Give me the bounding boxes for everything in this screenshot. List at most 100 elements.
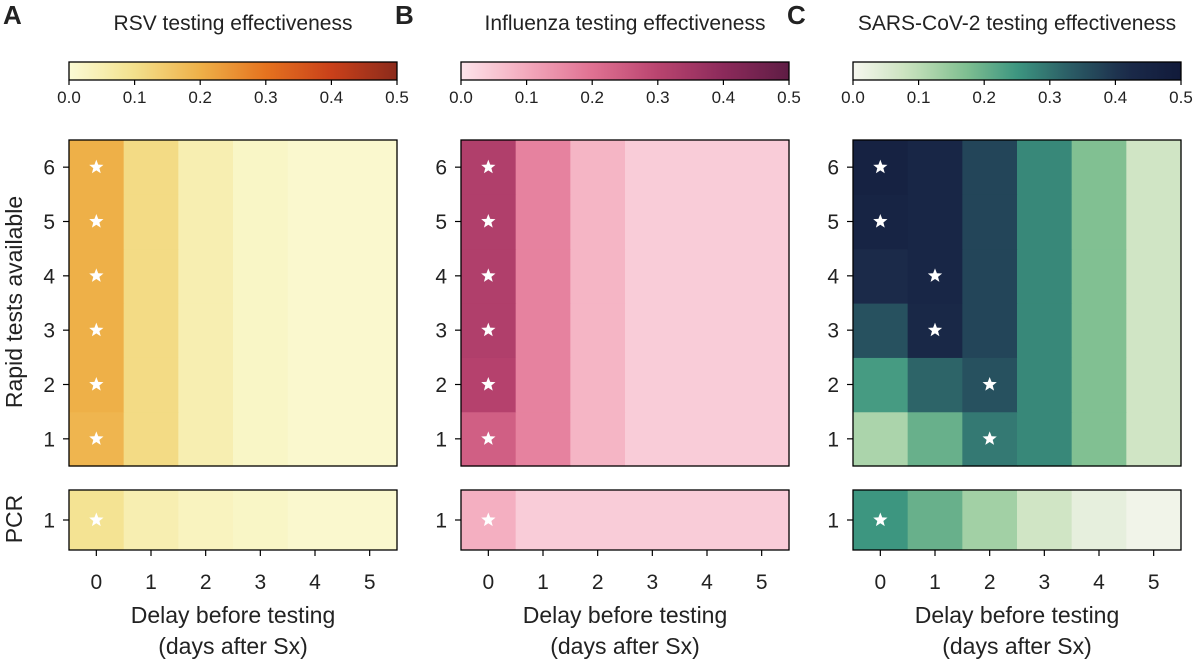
panel-a-pcr-cell xyxy=(123,490,179,550)
panel-a-rapid-y-tick-label: 6 xyxy=(43,157,55,180)
panel-c-pcr-cell xyxy=(1017,490,1073,550)
panel-c-rapid-cell xyxy=(853,303,909,358)
panel-b-pcr-cell xyxy=(734,490,790,550)
panel-b-rapid-star xyxy=(481,159,496,174)
panel-c-x-tick-label: 3 xyxy=(1038,571,1050,594)
panel-b-rapid-cell xyxy=(679,411,735,467)
panel-a-rapid-cell xyxy=(178,303,234,358)
panel-b-rapid-cell xyxy=(734,357,790,413)
panel-a-rapid-cell xyxy=(123,248,179,304)
panel-a-rapid-cell xyxy=(342,303,398,358)
panel-a-x-tick-label: 5 xyxy=(364,571,376,594)
panel-c-rapid-y-tick-label: 5 xyxy=(827,211,839,234)
panel-a-rapid-cell xyxy=(178,248,234,304)
panel-a-rapid-star xyxy=(89,322,104,337)
panel-b-rapid-star xyxy=(481,431,496,445)
panel-b-rapid-y-tick-label: 3 xyxy=(435,320,447,343)
panel-c-x-axis-sublabel: (days after Sx) xyxy=(942,633,1092,659)
panel-b-rapid-cell xyxy=(734,194,790,250)
panel-a-pcr-cell xyxy=(233,490,289,550)
panel-b-title: Influenza testing effectiveness xyxy=(485,12,766,35)
panel-c-x-tick-label: 2 xyxy=(984,571,996,594)
panel-b-rapid-star xyxy=(481,214,496,228)
panel-b-rapid-cell xyxy=(679,248,735,304)
panel-b-x-axis-label: Delay before testing xyxy=(523,602,728,628)
panel-a-rapid-cell xyxy=(123,194,179,250)
panel-c-rapid-cell xyxy=(853,357,909,413)
panel-b-colorbar-frame xyxy=(460,61,790,81)
panel-b-pcr-cell xyxy=(625,490,681,550)
panel-b-rapid-star xyxy=(481,268,496,282)
panel-a-rapid-cell xyxy=(233,248,289,304)
panel-b-letter: B xyxy=(395,0,414,30)
y-axis-label-rapid: Rapid tests available xyxy=(1,196,27,408)
panel-a-rapid-y-tick-label: 5 xyxy=(43,211,55,234)
panel-c-rapid-cell xyxy=(1126,411,1182,467)
panel-b-rapid-y-tick-label: 1 xyxy=(435,428,447,451)
panel-c-rapid-y-tick-label: 6 xyxy=(827,157,839,180)
panel-b-rapid-cell xyxy=(679,140,735,195)
panel-c-pcr-cell xyxy=(1071,490,1127,550)
panel-b-colorbar-tick-label: 0.0 xyxy=(449,88,473,107)
panel-b-rapid-cell xyxy=(625,248,681,304)
panel-a-rapid-cell xyxy=(123,303,179,358)
panel-a-rapid-cell xyxy=(287,140,343,195)
panel-a-rapid-cell xyxy=(233,357,289,413)
panel-a-rapid-cell xyxy=(233,303,289,358)
panel-b-rapid-cell xyxy=(570,357,626,413)
panel-a-colorbar-tick-label: 0.3 xyxy=(254,88,278,107)
panel-c-x-tick-label: 5 xyxy=(1148,571,1160,594)
panel-b-rapid-cell xyxy=(515,194,571,250)
panel-c-pcr-cell xyxy=(1126,490,1182,550)
panel-b-x-tick-label: 1 xyxy=(537,571,549,594)
panel-a-pcr-star xyxy=(89,512,104,527)
panel-b-colorbar-tick-label: 0.1 xyxy=(515,88,539,107)
panel-c-colorbar-tick-label: 0.4 xyxy=(1104,88,1128,107)
panel-a-x-tick-label: 2 xyxy=(200,571,212,594)
panel-b-rapid-cell xyxy=(570,411,626,467)
panel-c-rapid-cell xyxy=(1071,248,1127,304)
panel-c-rapid-cell xyxy=(1017,248,1073,304)
panel-a-rapid-cell xyxy=(178,357,234,413)
panel-c-colorbar-tick-label: 0.5 xyxy=(1169,88,1193,107)
panel-a-rapid-cell xyxy=(178,140,234,195)
panel-a-rapid-cell xyxy=(342,248,398,304)
panel-b-rapid-y-tick-label: 4 xyxy=(435,265,447,288)
panel-c-rapid-cell xyxy=(1017,357,1073,413)
panel-c-rapid-cell xyxy=(962,140,1018,195)
panel-a-rapid-cell xyxy=(233,140,289,195)
y-axis-label-pcr: PCR xyxy=(1,495,27,544)
panel-a-rapid-y-tick-label: 1 xyxy=(43,428,55,451)
panel-c-colorbar-frame xyxy=(852,61,1182,81)
panels: A RSV testing effectiveness 0.0 0.1 0.2 0.3 0.… xyxy=(3,0,1193,659)
panel-b-colorbar-tick-label: 0.5 xyxy=(777,88,801,107)
panel-a-pcr-y-tick-label: 1 xyxy=(43,510,55,533)
panel-a-x-tick-label: 3 xyxy=(254,571,266,594)
panel-a-x-axis-sublabel: (days after Sx) xyxy=(158,633,308,659)
panel-b-colorbar-tick-label: 0.3 xyxy=(646,88,670,107)
panel-b-rapid-star xyxy=(481,322,496,337)
panel-b-rapid-cell xyxy=(625,140,681,195)
panel-b-rapid-cell xyxy=(625,194,681,250)
panel-a-colorbar-tick-label: 0.1 xyxy=(123,88,147,107)
panel-a-rapid-cell xyxy=(123,357,179,413)
panel-a-x-axis-label: Delay before testing xyxy=(131,602,336,628)
panel-c-rapid-y-tick-label: 4 xyxy=(827,265,839,288)
panel-b-rapid-cell xyxy=(679,357,735,413)
panel-c-rapid-cell xyxy=(1071,140,1127,195)
panel-b-rapid-cell xyxy=(625,411,681,467)
panel-c-pcr-star xyxy=(873,512,888,527)
panel-a-pcr-cell xyxy=(342,490,398,550)
panel-c-pcr-cell xyxy=(962,490,1018,550)
panel-c-x-axis-label: Delay before testing xyxy=(915,602,1120,628)
panel-b-pcr-cell xyxy=(679,490,735,550)
panel-b-rapid-cell xyxy=(570,248,626,304)
panel-b-rapid-cell xyxy=(515,357,571,413)
panel-c-rapid-star xyxy=(927,268,943,282)
panel-c-rapid-cell xyxy=(907,411,963,467)
panel-b-pcr-cell xyxy=(515,490,571,550)
panel-c-rapid-cell xyxy=(1017,303,1073,358)
panel-c-rapid-star xyxy=(873,159,888,174)
panel-b-x-tick-label: 5 xyxy=(756,571,768,594)
panel-a-x-tick-label: 0 xyxy=(90,571,102,594)
